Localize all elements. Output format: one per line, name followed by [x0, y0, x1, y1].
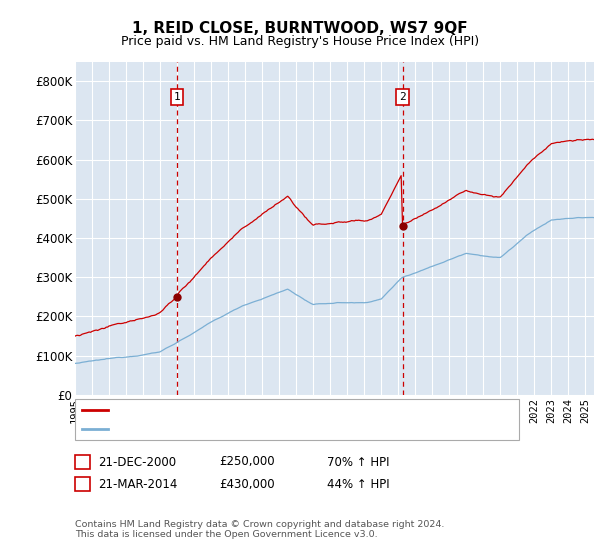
Text: 2: 2 — [79, 478, 86, 491]
Text: 1: 1 — [174, 92, 181, 102]
Text: Contains HM Land Registry data © Crown copyright and database right 2024.
This d: Contains HM Land Registry data © Crown c… — [75, 520, 445, 539]
Text: 21-MAR-2014: 21-MAR-2014 — [98, 478, 177, 491]
Text: 70% ↑ HPI: 70% ↑ HPI — [327, 455, 389, 469]
Text: HPI: Average price, detached house, Lichfield: HPI: Average price, detached house, Lich… — [112, 424, 361, 433]
Text: 21-DEC-2000: 21-DEC-2000 — [98, 455, 176, 469]
Text: 1, REID CLOSE, BURNTWOOD, WS7 9QF (detached house): 1, REID CLOSE, BURNTWOOD, WS7 9QF (detac… — [112, 405, 429, 415]
Text: £250,000: £250,000 — [219, 455, 275, 469]
Text: 44% ↑ HPI: 44% ↑ HPI — [327, 478, 389, 491]
Text: 1: 1 — [79, 455, 86, 469]
Text: 1, REID CLOSE, BURNTWOOD, WS7 9QF: 1, REID CLOSE, BURNTWOOD, WS7 9QF — [132, 21, 468, 36]
Text: 2: 2 — [399, 92, 406, 102]
Text: Price paid vs. HM Land Registry's House Price Index (HPI): Price paid vs. HM Land Registry's House … — [121, 35, 479, 48]
Text: £430,000: £430,000 — [219, 478, 275, 491]
